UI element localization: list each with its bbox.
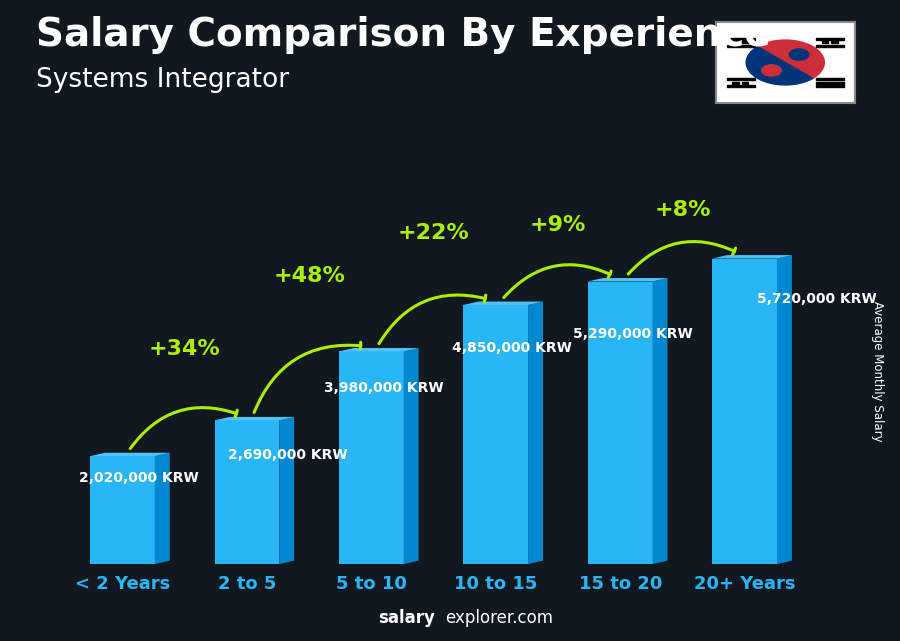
Polygon shape xyxy=(777,255,792,564)
Wedge shape xyxy=(746,47,813,85)
Polygon shape xyxy=(404,348,419,564)
Polygon shape xyxy=(652,278,668,564)
Text: +22%: +22% xyxy=(398,224,470,244)
Bar xyxy=(742,81,748,83)
Polygon shape xyxy=(588,278,668,281)
FancyBboxPatch shape xyxy=(339,351,404,564)
Circle shape xyxy=(789,49,809,60)
Bar xyxy=(726,42,754,44)
Bar xyxy=(726,38,754,40)
Polygon shape xyxy=(464,301,543,305)
Text: 4,850,000 KRW: 4,850,000 KRW xyxy=(452,341,572,355)
Polygon shape xyxy=(339,348,418,351)
Text: 3,980,000 KRW: 3,980,000 KRW xyxy=(324,381,444,395)
Text: +9%: +9% xyxy=(530,215,586,235)
Polygon shape xyxy=(90,453,170,456)
Text: Systems Integrator: Systems Integrator xyxy=(36,67,289,94)
Bar xyxy=(726,78,754,81)
Text: +48%: +48% xyxy=(274,266,345,286)
Bar xyxy=(726,85,754,87)
Bar xyxy=(733,81,739,83)
Bar xyxy=(816,44,844,47)
Text: +8%: +8% xyxy=(654,200,711,220)
Text: 2,020,000 KRW: 2,020,000 KRW xyxy=(79,471,199,485)
Polygon shape xyxy=(712,255,792,258)
FancyBboxPatch shape xyxy=(464,305,528,564)
Text: explorer.com: explorer.com xyxy=(446,609,554,627)
Bar xyxy=(816,85,844,87)
Bar xyxy=(816,81,844,83)
Polygon shape xyxy=(279,417,294,564)
FancyBboxPatch shape xyxy=(214,420,279,564)
Bar xyxy=(832,42,838,44)
Bar xyxy=(816,38,844,40)
Text: Average Monthly Salary: Average Monthly Salary xyxy=(871,301,884,442)
Text: salary: salary xyxy=(378,609,435,627)
Polygon shape xyxy=(528,301,543,564)
Bar xyxy=(822,42,828,44)
Text: +34%: +34% xyxy=(148,339,220,359)
Text: 5,720,000 KRW: 5,720,000 KRW xyxy=(757,292,877,306)
Polygon shape xyxy=(214,417,294,420)
FancyBboxPatch shape xyxy=(588,281,652,564)
Text: Salary Comparison By Experience: Salary Comparison By Experience xyxy=(36,16,770,54)
Bar xyxy=(816,78,844,81)
FancyBboxPatch shape xyxy=(712,258,777,564)
Text: 2,690,000 KRW: 2,690,000 KRW xyxy=(229,447,347,462)
Wedge shape xyxy=(758,40,824,78)
FancyBboxPatch shape xyxy=(90,456,155,564)
Polygon shape xyxy=(155,453,170,564)
Bar xyxy=(726,44,754,47)
Circle shape xyxy=(761,65,781,76)
Text: 5,290,000 KRW: 5,290,000 KRW xyxy=(573,327,693,341)
